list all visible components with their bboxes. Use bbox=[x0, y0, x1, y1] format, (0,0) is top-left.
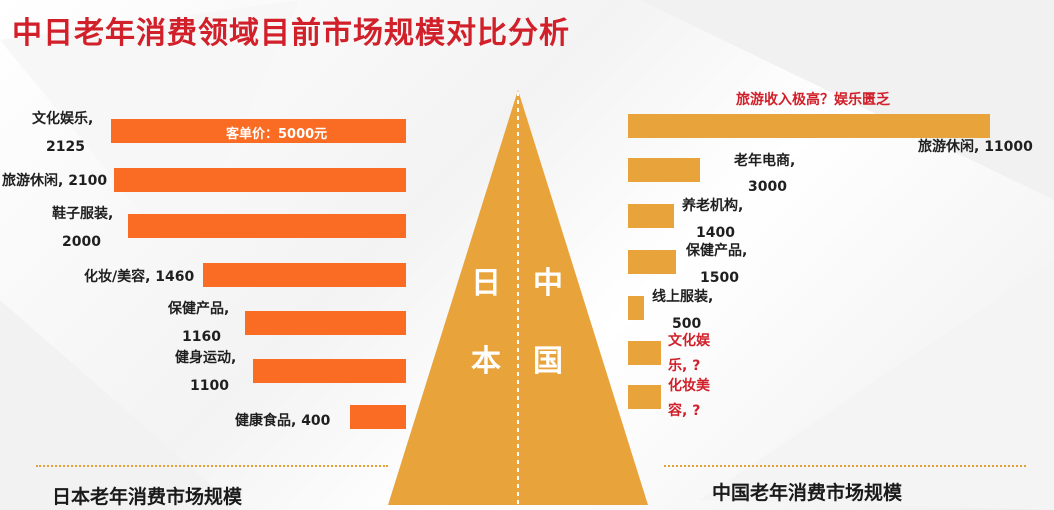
cn-label-online-clothing-1: 线上服装, bbox=[652, 289, 714, 305]
jp-bar-clothing bbox=[128, 214, 406, 238]
cn-label-travel: 旅游休闲, 11000 bbox=[918, 139, 1033, 155]
jp-section-divider bbox=[36, 465, 388, 467]
cn-label-ecommerce-2: 3000 bbox=[748, 179, 787, 195]
cn-label-culture-2: 乐, ? bbox=[668, 358, 701, 374]
page-title: 中日老年消费领域目前市场规模对比分析 bbox=[12, 16, 570, 51]
cn-label-online-clothing-2: 500 bbox=[672, 316, 702, 332]
cn-label-elder-care-2: 1400 bbox=[696, 225, 735, 241]
jp-label-fitness-1: 健身运动, bbox=[175, 350, 237, 366]
cn-bar-travel bbox=[628, 114, 990, 138]
jp-label-health-food: 健康食品, 400 bbox=[235, 413, 331, 429]
pyramid-char-guo: 国 bbox=[533, 344, 563, 379]
pyramid-char-ri: 日 bbox=[471, 266, 501, 301]
cn-bar-ecommerce bbox=[628, 158, 700, 182]
cn-bar-health-products bbox=[628, 250, 676, 274]
pyramid-char-zhong: 中 bbox=[533, 266, 563, 301]
cn-bar-culture bbox=[628, 341, 661, 365]
jp-label-fitness-2: 1100 bbox=[190, 378, 229, 394]
jp-bar-note: 客单价：5000元 bbox=[226, 127, 328, 142]
cn-label-ecommerce-1: 老年电商, bbox=[734, 153, 796, 169]
jp-bar-cosmetics bbox=[203, 263, 406, 287]
cn-label-health-products-1: 保健产品, bbox=[686, 243, 748, 259]
pyramid-char-ben: 本 bbox=[471, 344, 501, 379]
cn-bar-elder-care bbox=[628, 204, 674, 228]
jp-bar-travel bbox=[114, 168, 406, 192]
pyramid-shape bbox=[388, 90, 648, 505]
jp-bar-culture bbox=[111, 119, 406, 143]
cn-label-culture-1: 文化娱 bbox=[668, 333, 710, 349]
cn-label-health-products-2: 1500 bbox=[700, 270, 739, 286]
jp-label-cosmetics: 化妆/美容, 1460 bbox=[84, 269, 195, 285]
cn-label-cosmetics-2: 容, ? bbox=[668, 403, 701, 419]
jp-bar-fitness bbox=[253, 359, 406, 383]
cn-section-divider bbox=[664, 465, 1026, 467]
cn-label-elder-care-1: 养老机构, bbox=[682, 198, 744, 214]
cn-bar-cosmetics bbox=[628, 385, 661, 409]
jp-label-culture-1: 文化娱乐, bbox=[32, 111, 94, 127]
jp-label-health-products-1: 保健产品, bbox=[168, 301, 230, 317]
jp-bar-health-products bbox=[245, 311, 406, 335]
cn-label-cosmetics-1: 化妆美 bbox=[668, 378, 710, 394]
cn-headline: 旅游收入极高？娱乐匮乏 bbox=[736, 92, 890, 108]
jp-label-clothing-2: 2000 bbox=[62, 234, 101, 250]
jp-bar-health-food bbox=[350, 405, 406, 429]
jp-label-clothing-1: 鞋子服装, bbox=[52, 206, 114, 222]
jp-label-travel: 旅游休闲, 2100 bbox=[2, 173, 108, 189]
cn-bar-online-clothing bbox=[628, 296, 644, 320]
jp-label-culture-2: 2125 bbox=[46, 139, 85, 155]
cn-section-title: 中国老年消费市场规模 bbox=[712, 482, 903, 504]
jp-section-title: 日本老年消费市场规模 bbox=[52, 486, 243, 508]
jp-label-health-products-2: 1160 bbox=[182, 329, 221, 345]
